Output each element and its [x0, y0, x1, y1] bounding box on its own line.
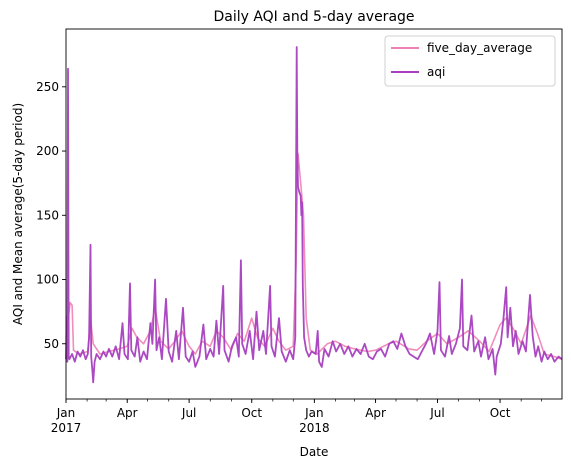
- x-tick-label: Jan: [304, 406, 324, 420]
- x-tick-label: Jul: [429, 406, 444, 420]
- x-tick-label: Oct: [490, 406, 511, 420]
- x-axis-label: Date: [300, 445, 329, 459]
- x-tick-label: Jan: [56, 406, 76, 420]
- y-tick-label: 150: [36, 208, 59, 222]
- x-tick-year-label: 2018: [299, 421, 330, 435]
- y-tick-label: 200: [36, 144, 59, 158]
- x-tick-label: Jul: [181, 406, 196, 420]
- legend-label-aqi: aqi: [427, 65, 445, 79]
- x-tick-year-label: 2017: [51, 421, 82, 435]
- series-line-aqi: [65, 46, 563, 384]
- legend: five_day_average aqi: [384, 35, 556, 87]
- y-tick-label: 50: [44, 337, 59, 351]
- chart-title: Daily AQI and 5-day average: [213, 9, 414, 25]
- x-tick-label: Oct: [241, 406, 262, 420]
- y-tick-label: 250: [36, 80, 59, 94]
- y-tick-label: 100: [36, 273, 59, 287]
- y-axis-label: AQI and Mean average(5-day period): [11, 103, 25, 325]
- series-layer: [65, 46, 563, 384]
- legend-frame: [384, 35, 556, 87]
- legend-label-five-day-average: five_day_average: [427, 41, 532, 55]
- x-tick-label: Apr: [117, 406, 138, 420]
- y-axis: 50 100 150 200 250: [36, 80, 66, 351]
- x-tick-label: Apr: [365, 406, 386, 420]
